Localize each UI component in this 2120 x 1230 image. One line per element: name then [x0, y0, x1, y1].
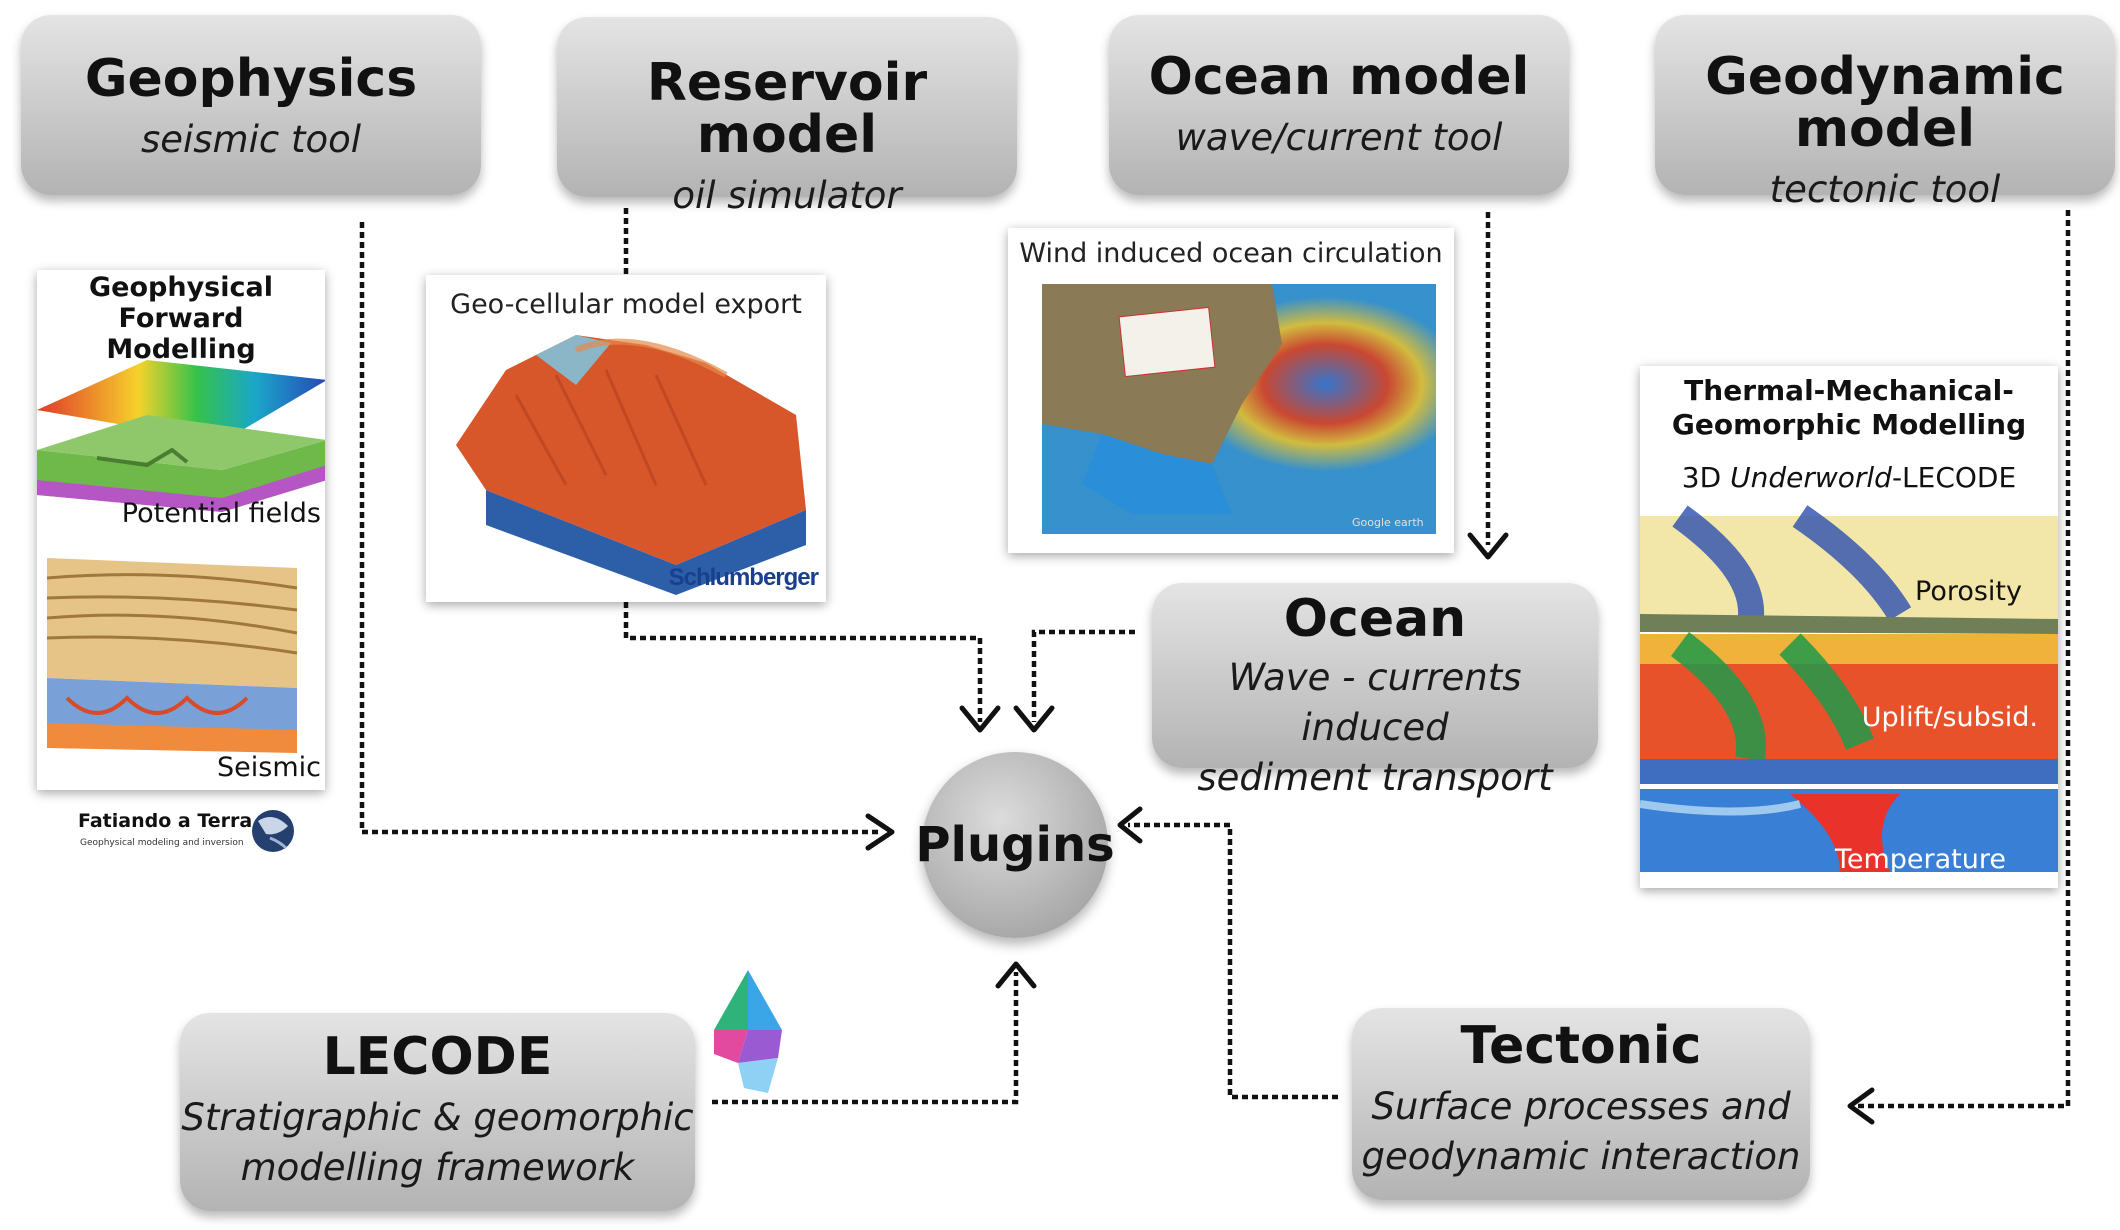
arrowhead-ocean-model	[1467, 532, 1509, 560]
reservoir-subtitle: oil simulator	[672, 174, 902, 217]
fatiando-logo-subtext: Geophysical modeling and inversion	[80, 838, 244, 848]
connector-tectonic	[1128, 822, 1338, 1100]
globe-icon	[252, 810, 294, 852]
connector-ocean	[1031, 629, 1135, 722]
lecode-line1: Stratigraphic & geomorphic	[181, 1096, 694, 1139]
tectonic-box: Tectonic Surface processes and geodynami…	[1352, 1008, 1810, 1200]
arrowhead-tectonic	[1117, 806, 1143, 844]
thermal-mechanical-illustration	[1640, 505, 2058, 872]
lecode-box: LECODE Stratigraphic & geomorphic modell…	[180, 1013, 695, 1211]
geophysics-title: Geophysics	[84, 49, 418, 109]
ocean-model-title: Ocean model	[1148, 47, 1530, 107]
ocean-plugin-line1: Wave - currents induced	[1228, 656, 1522, 749]
geodynamic-subtitle: tectonic tool	[1769, 168, 2001, 211]
connector-geodynamic	[1858, 210, 2071, 1109]
arrowhead-geophysics	[865, 813, 895, 851]
seismic-illustration	[46, 558, 298, 753]
lecode-title: LECODE	[322, 1027, 553, 1087]
potential-field-illustration	[37, 360, 325, 512]
fatiando-logo: Fatiando a Terra Geophysical modeling an…	[78, 806, 308, 856]
geodynamic-title: Geodynamic model	[1705, 47, 2065, 159]
arrowhead-lecode	[995, 961, 1037, 989]
lecode-logo-icon	[714, 970, 782, 1093]
ocean-circulation-panel: Wind induced ocean circulation Google ea…	[1008, 228, 1454, 553]
potential-fields-label: Potential fields	[121, 498, 321, 529]
geodynamic-panel: Thermal-Mechanical- Geomorphic Modelling…	[1640, 366, 2058, 888]
ocean-plugin-title: Ocean	[1283, 589, 1467, 649]
ocean-plugin-line2: sediment transport	[1197, 755, 1553, 799]
reservoir-panel-title: Geo-cellular model export	[450, 289, 802, 320]
fatiando-logo-text: Fatiando a Terra	[78, 810, 253, 832]
geophysics-box: Geophysics seismic tool	[21, 15, 481, 195]
uplift-label: Uplift/subsid.	[1861, 702, 2038, 733]
geophysics-panel: Geophysical Forward Modelling Potential …	[37, 270, 325, 790]
ocean-panel-title: Wind induced ocean circulation	[1019, 238, 1443, 269]
tectonic-title: Tectonic	[1460, 1016, 1702, 1076]
geophysics-panel-title: Geophysical Forward Modelling	[89, 272, 273, 366]
arrowhead-ocean	[1013, 705, 1055, 733]
ocean-plugin-box: Ocean Wave - currents induced sediment t…	[1152, 583, 1598, 799]
tectonic-line2: geodynamic interaction	[1361, 1134, 1801, 1178]
connector-lecode	[712, 972, 1019, 1105]
connector-geophysics	[359, 222, 880, 835]
geophysics-subtitle: seismic tool	[140, 118, 362, 161]
tectonic-line1: Surface processes and	[1371, 1085, 1791, 1128]
reservoir-title: Reservoir model	[646, 53, 928, 165]
google-earth-watermark: Google earth	[1352, 516, 1424, 529]
geodynamic-panel-title: Thermal-Mechanical- Geomorphic Modelling	[1671, 374, 2027, 441]
arrowhead-reservoir	[959, 705, 1001, 733]
connector-reservoir	[623, 208, 983, 722]
schlumberger-logo: Schlumberger	[668, 564, 819, 591]
ocean-model-subtitle: wave/current tool	[1175, 116, 1503, 159]
plugins-hub: Plugins	[915, 752, 1115, 938]
porosity-label: Porosity	[1915, 576, 2022, 607]
reservoir-box: Reservoir model oil simulator	[557, 17, 1017, 217]
geodynamic-panel-subtitle: 3D Underworld-LECODE	[1681, 461, 2017, 494]
geo-cellular-model-illustration	[456, 335, 806, 595]
temperature-label: Temperature	[1834, 844, 2006, 875]
ocean-model-box: Ocean model wave/current tool	[1109, 15, 1569, 195]
ocean-map-illustration: Google earth	[1042, 284, 1436, 534]
lecode-line2: modelling framework	[240, 1145, 635, 1189]
plugins-label: Plugins	[915, 817, 1115, 873]
arrowhead-geodynamic	[1847, 1087, 1875, 1125]
reservoir-panel: Geo-cellular model export Schlumberger	[426, 275, 826, 602]
seismic-label: Seismic	[217, 752, 321, 783]
geodynamic-box: Geodynamic model tectonic tool	[1655, 15, 2115, 211]
